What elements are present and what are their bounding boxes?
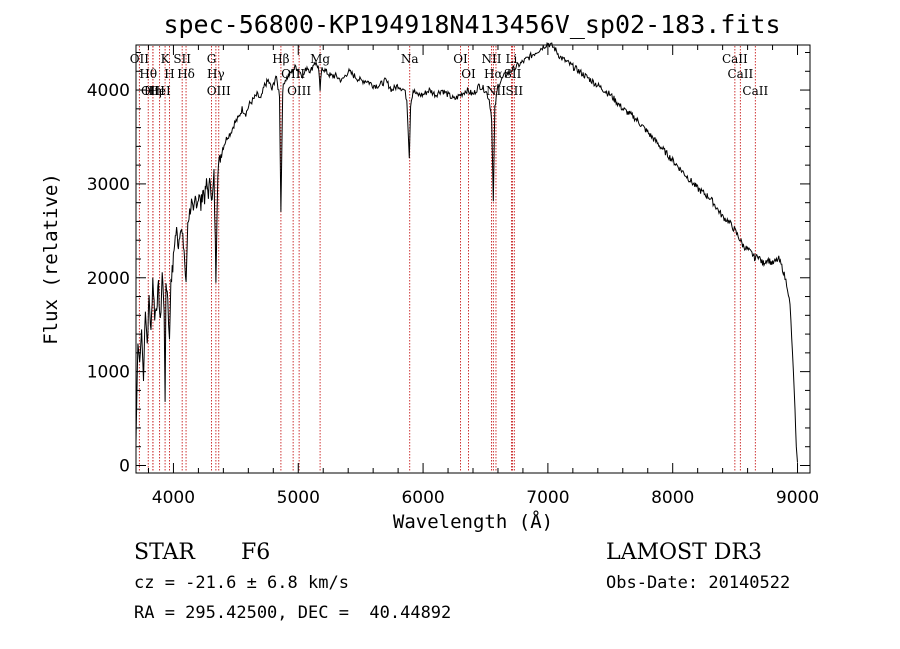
x-tick-label-5: 9000: [776, 488, 819, 508]
coordinates: RA = 295.42500, DEC = 40.44892: [134, 603, 452, 623]
line-label-1: OII: [130, 52, 150, 66]
line-label-23: SII: [505, 84, 523, 98]
line-label-9: OIII: [207, 84, 231, 98]
spectral-line-markers: [138, 46, 756, 472]
x-tick-label-2: 6000: [401, 488, 444, 508]
y-tick-label-3: 3000: [87, 175, 130, 195]
line-label-7: SII: [173, 52, 191, 66]
line-label-12: Hβ: [272, 52, 289, 66]
y-tick-label-4: 4000: [87, 81, 130, 101]
line-label-21: NII: [486, 84, 506, 98]
line-label-8: Hδ: [177, 67, 195, 81]
line-label-6: H: [164, 67, 174, 81]
line-label-25: CaII: [722, 52, 748, 66]
line-label-14: OIII: [287, 84, 311, 98]
chart-title: spec-56800-KP194918N413456V_sp02-183.fit…: [163, 10, 780, 39]
x-tick-label-3: 7000: [526, 488, 569, 508]
flux-series-line: [135, 41, 798, 463]
line-label-22: SII: [504, 67, 522, 81]
y-tick-label-1: 1000: [87, 363, 130, 383]
line-label-5: HeI: [148, 84, 171, 98]
redshift-value: cz = -21.6 ± 6.8 km/s: [134, 573, 349, 593]
line-label-20: NII: [481, 52, 501, 66]
line-label-19: Hα: [484, 67, 503, 81]
x-axis-ticks: 4000 5000 6000 7000 8000 9000: [147, 45, 819, 508]
line-label-18: OI: [461, 67, 476, 81]
line-label-3: Hη: [144, 84, 162, 98]
line-label-4: K: [161, 52, 171, 66]
line-label-15: Mg: [310, 52, 330, 66]
subclass: F6: [241, 540, 271, 565]
spectral-line-labels: OIIHθHηOIIIHeIKHSIIHδGHγOIIIHβOIIIOIIIMg…: [130, 52, 769, 98]
object-class: STAR: [134, 540, 195, 565]
survey-name: LAMOST DR3: [606, 540, 762, 565]
line-label-16: Na: [401, 52, 419, 66]
x-tick-label-0: 4000: [152, 488, 195, 508]
line-label-13: OIII: [281, 67, 305, 81]
line-label-10: Hγ: [207, 67, 225, 81]
plot-frame: [135, 44, 811, 474]
y-axis-label: Flux (relative): [40, 173, 62, 345]
x-tick-label-1: 5000: [277, 488, 320, 508]
line-label-27: CaII: [742, 84, 768, 98]
y-axis-ticks: 0 1000 2000 3000 4000: [87, 52, 810, 476]
x-axis-label: Wavelength (Å): [393, 510, 553, 533]
line-label-11: G: [207, 52, 217, 66]
line-label-24: Li: [506, 52, 518, 66]
line-label-26: CaII: [727, 67, 753, 81]
line-label-0: Hθ: [139, 67, 157, 81]
line-label-2: OIII: [141, 84, 165, 98]
line-label-17: OI: [453, 52, 468, 66]
y-tick-label-0: 0: [119, 456, 130, 476]
obs-date: Obs-Date: 20140522: [606, 573, 791, 593]
y-tick-label-2: 2000: [87, 269, 130, 289]
x-tick-label-4: 8000: [651, 488, 694, 508]
